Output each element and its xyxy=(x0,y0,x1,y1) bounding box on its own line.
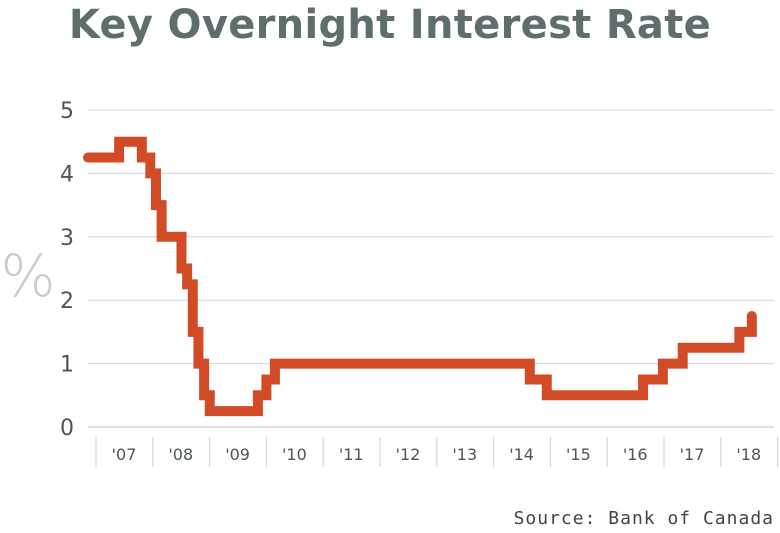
x-tick-label: '07 xyxy=(112,445,137,464)
y-tick-label: 3 xyxy=(60,226,74,251)
x-tick-label: '09 xyxy=(225,445,250,464)
x-tick-label: '16 xyxy=(623,445,648,464)
x-tick-label: '13 xyxy=(452,445,477,464)
series-line xyxy=(83,136,757,417)
x-tick-label: '08 xyxy=(168,445,193,464)
x-tick-label: '14 xyxy=(509,445,534,464)
x-tick-label: '11 xyxy=(339,445,364,464)
y-axis-label: % xyxy=(0,242,55,310)
y-tick-label: 5 xyxy=(60,99,74,124)
x-tick-label: '18 xyxy=(736,445,761,464)
source-note: Source: Bank of Canada xyxy=(513,508,774,529)
y-tick-label: 4 xyxy=(60,162,74,187)
x-tick-label: '17 xyxy=(680,445,705,464)
y-tick-label: 2 xyxy=(60,289,74,314)
y-tick-label: 1 xyxy=(60,353,74,378)
x-tick-label: '12 xyxy=(396,445,421,464)
chart-title: Key Overnight Interest Rate xyxy=(68,2,712,48)
x-tick-label: '15 xyxy=(566,445,591,464)
x-tick-label: '10 xyxy=(282,445,307,464)
y-tick-label: 0 xyxy=(60,416,74,441)
